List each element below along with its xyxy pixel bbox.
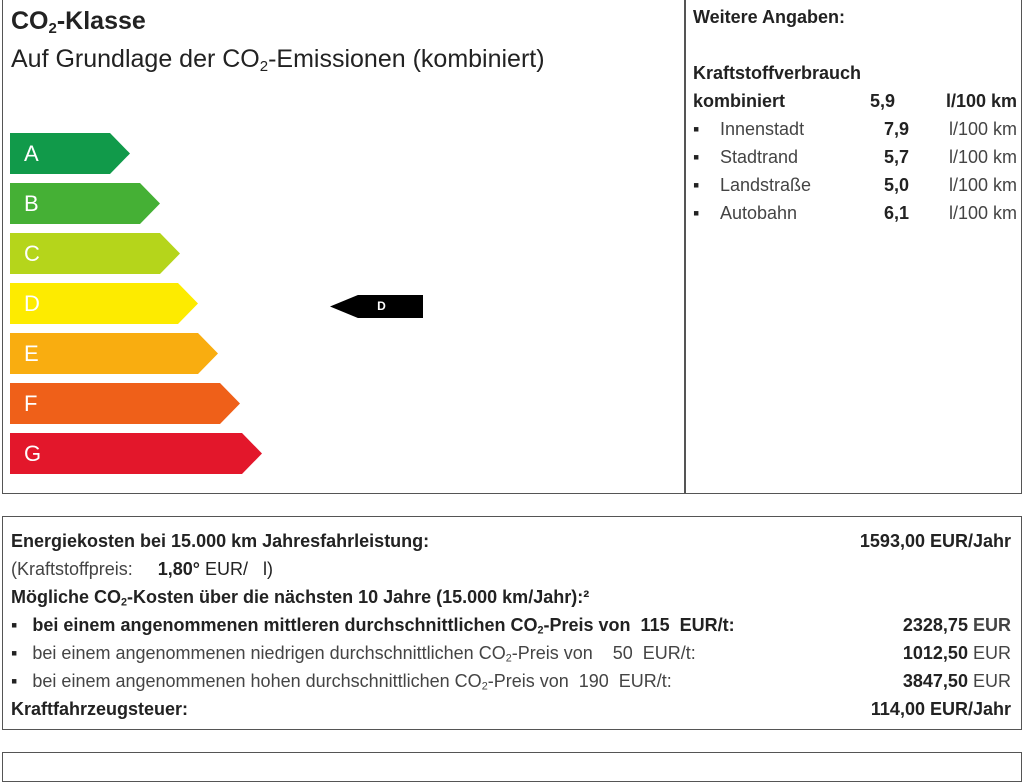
bullet: ▪ (693, 203, 700, 223)
energy-label: Energiekosten bei 15.000 km Jahresfahrle… (11, 531, 430, 551)
page-title: CO2-Klasse (11, 7, 146, 37)
label: Stadtrand (720, 147, 799, 167)
costs-panel: Energiekosten bei 15.000 km Jahresfahrle… (2, 516, 1022, 730)
class-bar-d: D (10, 283, 198, 324)
value: 5,0 (883, 175, 909, 195)
co2-scenario: ▪ bei einem angenommenen hohen durchschn… (11, 671, 672, 693)
label: Landstraße (720, 175, 812, 195)
combined-row: kombiniert 5,9 l/100 km (693, 87, 1017, 115)
unit: l/100 km (945, 91, 1017, 111)
side-title: Weitere Angaben: (693, 7, 846, 27)
current-class-pointer: D (330, 295, 423, 318)
consumption-row: ▪ Innenstadt 7,9 l/100 km (693, 115, 1017, 143)
unit: l/100 km (948, 147, 1017, 167)
co2-scenario-value: 3847,50 EUR (902, 671, 1011, 691)
label: kombiniert (693, 91, 786, 111)
value: 5,9 (869, 91, 895, 111)
value: 7,9 (883, 119, 909, 139)
energy-value: 1593,00 EUR/Jahr (859, 531, 1011, 551)
unit: l/100 km (948, 203, 1017, 223)
consumption-row: ▪ Autobahn 6,1 l/100 km (693, 199, 1017, 227)
class-bar-c: C (10, 233, 180, 274)
class-bar-a: A (10, 133, 130, 174)
class-bar-g: G (10, 433, 262, 474)
unit: l/100 km (948, 175, 1017, 195)
co2-scenario: ▪ bei einem angenommenen niedrigen durch… (11, 643, 696, 665)
tax-label: Kraftfahrzeugsteuer: (11, 699, 189, 719)
co2-costs-title: Mögliche CO2-Kosten über die nächsten 10… (11, 587, 590, 609)
class-bar-e: E (10, 333, 218, 374)
co2-scenario-value: 1012,50 EUR (902, 643, 1011, 663)
label: Autobahn (720, 203, 798, 223)
co2-label-panel: CO2-Klasse Auf Grundlage der CO2-Emissio… (2, 0, 1022, 494)
fuel-title: Kraftstoffverbrauch (693, 63, 862, 83)
subtitle: Auf Grundlage der CO2-Emissionen (kombin… (11, 45, 545, 75)
unit: l/100 km (948, 119, 1017, 139)
label: Innenstadt (720, 119, 805, 139)
bullet: ▪ (693, 147, 700, 167)
consumption-row: ▪ Landstraße 5,0 l/100 km (693, 171, 1017, 199)
consumption-row: ▪ Stadtrand 5,7 l/100 km (693, 143, 1017, 171)
tax-value: 114,00 EUR/Jahr (870, 699, 1011, 719)
bullet: ▪ (693, 175, 700, 195)
class-bar-b: B (10, 183, 160, 224)
co2-scenario-value: 2328,75 EUR (902, 615, 1011, 635)
fuel-price: (Kraftstoffpreis: 1,80° EUR/ l) (11, 559, 273, 579)
co2-scenario: ▪ bei einem angenommenen mittleren durch… (11, 615, 735, 637)
class-bar-f: F (10, 383, 240, 424)
value: 5,7 (883, 147, 909, 167)
info-panel (2, 752, 1022, 782)
divider (684, 0, 686, 493)
value: 6,1 (883, 203, 909, 223)
bullet: ▪ (693, 119, 700, 139)
